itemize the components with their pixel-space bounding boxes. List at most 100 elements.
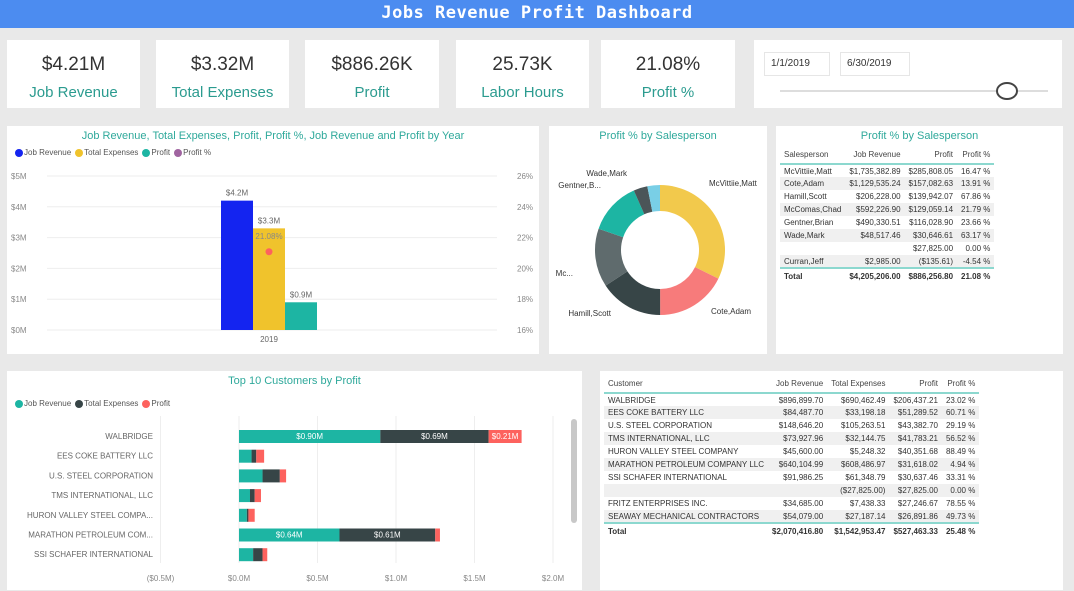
table-title: Profit % by Salesperson [860, 130, 979, 142]
kpi-value: 25.73K [492, 54, 553, 75]
donut-label: McVittiie,Matt [709, 179, 758, 188]
table-cell: $2,985.00 [845, 255, 905, 268]
kpi-label: Labor Hours [481, 84, 564, 101]
table-cell: $139,942.07 [908, 192, 954, 201]
column-header[interactable]: Profit [904, 146, 958, 165]
column-header[interactable]: Profit % [941, 375, 980, 394]
table-cell: $896,899.70 [778, 395, 824, 405]
table-cell: -4.54 % [957, 255, 995, 268]
table-row[interactable]: Cote,Adam $1,129,535.24 $157,082.63 13.91 % [780, 177, 995, 190]
table-cell: 29.19 % [945, 421, 976, 430]
table-row[interactable]: Hamill,Scott $206,228.00 $139,942.07 67.86 … [780, 190, 994, 203]
table-row[interactable]: SSI SCHAFER INTERNATIONAL $91,986.25 $61,3… [604, 471, 979, 484]
table-cell [604, 484, 769, 497]
table-cell: 4.94 % [941, 458, 980, 471]
table-cell: $27,825.00 [912, 244, 954, 253]
legend-item-job-revenue[interactable]: Job Revenue [15, 399, 71, 408]
legend-item-total-expenses[interactable]: Total Expenses [75, 399, 138, 408]
table-row[interactable]: Curran,Jeff $2,985.00 ($135.61) -4.54 % [780, 255, 995, 268]
column-header[interactable]: Total Expenses [827, 375, 890, 394]
table-row[interactable]: $27,825.00 0.00 % [780, 242, 994, 255]
table-cell: 0.00 % [965, 244, 991, 253]
kpi-value: $4.21M [41, 54, 106, 75]
table-row[interactable]: HURON VALLEY STEEL COMPANY $45,600.00 $5,2… [604, 445, 979, 458]
total-cell: $527,463.33 [889, 522, 942, 539]
bar-segment [239, 469, 263, 483]
column-header[interactable]: Customer [604, 375, 769, 394]
table-cell: Gentner,Brian [784, 218, 834, 227]
table-cell: Hamill,Scott [784, 192, 827, 201]
table-cell: $31,618.02 [889, 458, 942, 471]
y-tick-label: TMS INTERNATIONAL, LLC [51, 491, 153, 500]
table-row[interactable]: SEAWAY MECHANICAL CONTRACTORS $54,079.00 $… [604, 510, 980, 523]
table-row[interactable]: McVittiie,Matt $1,735,382.89 $285,808.05 16… [780, 164, 994, 177]
y-tick-label: MARATHON PETROLEUM COM... [28, 531, 153, 540]
table-row[interactable]: Wade,Mark $48,517.46 $30,646.61 63.17 % [780, 229, 995, 242]
dashboard-title: Jobs Revenue Profit Dashboard [0, 0, 1074, 28]
table-row[interactable]: ($27,825.00) $27,825.00 0.00 % [604, 484, 980, 497]
donut-slice [633, 186, 653, 215]
table-row[interactable]: MARATHON PETROLEUM COMPANY LLC $640,104.9… [604, 458, 980, 471]
kpi-label: Profit % [641, 84, 695, 101]
bar-segment [380, 430, 489, 443]
kpi-profit: $886.26K Profit [305, 40, 439, 108]
table-cell: $285,808.05 [908, 166, 954, 176]
table-cell: MARATHON PETROLEUM COMPANY LLC [604, 458, 769, 471]
total-cell: $4,205,206.00 [845, 267, 905, 284]
table-cell: $608,486.97 [827, 458, 890, 471]
column-header[interactable]: Job Revenue [768, 375, 828, 394]
bar-segment [262, 469, 280, 483]
table-row[interactable]: Gentner,Brian $490,330.51 $116,028.90 23.66… [780, 216, 994, 229]
kpi-label: Job Revenue [29, 84, 118, 101]
legend-item-profit[interactable]: Profit [142, 399, 170, 408]
start-date-input[interactable]: 1/1/2019 [764, 52, 830, 76]
bar-job-revenue [221, 200, 253, 330]
revenue-by-year-chart: Job Revenue, Total Expenses, Profit, Pro… [7, 126, 539, 354]
table-row[interactable]: EES COKE BATTERY LLC $84,487.70 $33,198.18… [604, 406, 980, 419]
scrollbar[interactable] [571, 419, 577, 523]
legend-item-job-revenue[interactable]: Job Revenue [15, 148, 71, 157]
table-cell: $54,079.00 [768, 510, 828, 523]
legend-item-profit-pct[interactable]: Profit % [174, 148, 211, 157]
table-cell: $30,646.61 [904, 229, 958, 242]
top-customers-plot: ($0.5M) $0.0M $0.5M $1.0M $1.5M $2.0M WALBRIDG… [27, 416, 564, 583]
table-cell: $33,198.18 [827, 406, 890, 419]
data-label: $0.64M [276, 531, 303, 540]
profit-pct-by-salesperson-donut: Profit % by Salesperson McVittiie,Matt Co… [549, 126, 767, 354]
column-header[interactable]: Profit [889, 375, 942, 394]
column-header[interactable]: Salesperson [780, 146, 846, 165]
y-tick-label: EES COKE BATTERY LLC [57, 452, 153, 461]
end-date-input[interactable]: 6/30/2019 [840, 52, 910, 76]
kpi-labor-hours: 25.73K Labor Hours [456, 40, 589, 108]
slider-track[interactable] [780, 90, 1048, 92]
donut-plot: McVittiie,Matt Cote,Adam Hamill,Scott Mc...… [556, 169, 758, 318]
table-row[interactable]: WALBRIDGE $896,899.70 $690,462.49 $206,437.… [604, 393, 979, 406]
slider-handle[interactable] [996, 82, 1018, 100]
table-cell: 33.31 % [945, 473, 976, 482]
customer-table: Customer Job Revenue Total Expenses Profit P… [604, 375, 980, 539]
bar-segment [254, 489, 261, 503]
chart-title: Profit % by Salesperson [599, 130, 717, 142]
table-row[interactable]: McComas,Chad $592,226.90 $129,059.14 21.79 … [780, 203, 995, 216]
table-cell: SSI SCHAFER INTERNATIONAL [608, 473, 727, 482]
chart-title: Top 10 Customers by Profit [228, 375, 361, 387]
table-row[interactable]: FRITZ ENTERPRISES INC. $34,685.00 $7,438.3… [604, 497, 979, 510]
legend-item-profit[interactable]: Profit [142, 148, 170, 157]
column-header[interactable]: Job Revenue [845, 146, 905, 165]
table-cell: $592,226.90 [845, 203, 905, 216]
table-cell: $157,082.63 [904, 177, 958, 190]
kpi-label: Profit [354, 84, 390, 101]
x-tick-label: $1.5M [463, 574, 486, 583]
bar-profit [285, 302, 317, 330]
table-row[interactable]: U.S. STEEL CORPORATION $148,646.20 $105,26… [604, 419, 979, 432]
table-cell: 21.79 % [957, 203, 995, 216]
column-header[interactable]: Profit % [957, 146, 995, 165]
total-row: Total $4,205,206.00 $886,256.80 21.08 % [780, 267, 995, 284]
table-cell: $27,187.14 [827, 510, 890, 523]
table-cell: $40,351.68 [897, 447, 938, 456]
legend-item-total-expenses[interactable]: Total Expenses [75, 148, 138, 157]
table-row[interactable]: TMS INTERNATIONAL, LLC $73,927.96 $32,144.… [604, 432, 980, 445]
y-tick-label: SSI SCHAFER INTERNATIONAL [34, 550, 154, 559]
table-cell: WALBRIDGE [608, 395, 656, 405]
table-cell: $1,735,382.89 [849, 166, 901, 176]
